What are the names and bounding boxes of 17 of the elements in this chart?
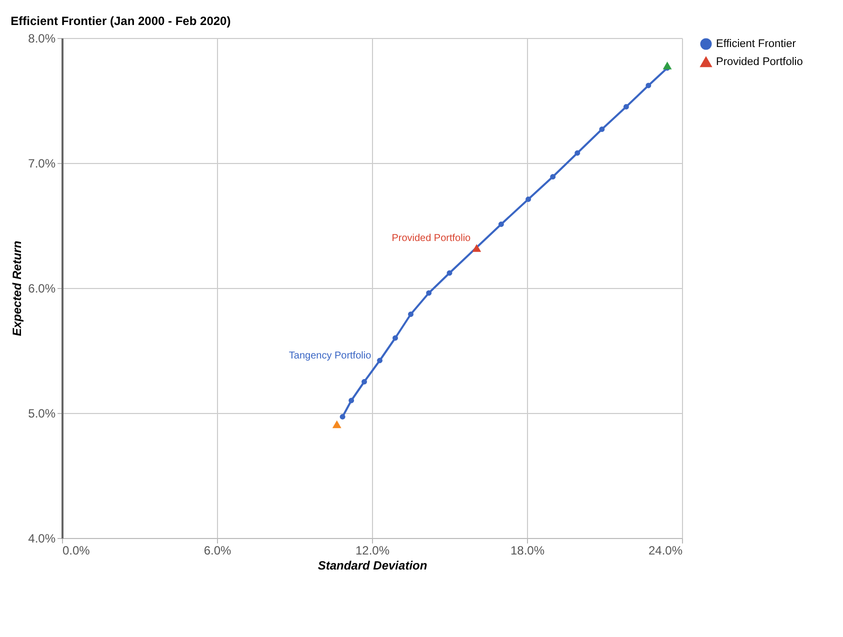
annotation: Tangency Portfolio	[288, 350, 372, 362]
annotation: Provided Portfolio	[392, 233, 472, 244]
chart-title: Efficient Frontier (Jan 2000 - Feb 2020)	[10, 14, 231, 28]
legend-label: Efficient Frontier	[716, 38, 796, 50]
y-tick-label: 6.0%	[28, 282, 56, 296]
legend-label: Provided Portfolio	[716, 56, 803, 68]
x-axis-title: Standard Deviation	[318, 558, 428, 572]
y-tick-label: 5.0%	[28, 406, 56, 420]
y-tick-label: 8.0%	[28, 32, 56, 46]
x-tick-label: 6.0%	[204, 544, 232, 558]
y-axis-title: Expected Return	[10, 240, 24, 336]
y-tick-label: 4.0%	[28, 532, 56, 546]
x-tick-label: 24.0%	[648, 544, 683, 558]
x-tick-label: 18.0%	[510, 544, 545, 558]
y-tick-label: 7.0%	[28, 156, 56, 170]
x-tick-label: 12.0%	[355, 544, 390, 558]
x-tick-label: 0.0%	[62, 544, 90, 558]
